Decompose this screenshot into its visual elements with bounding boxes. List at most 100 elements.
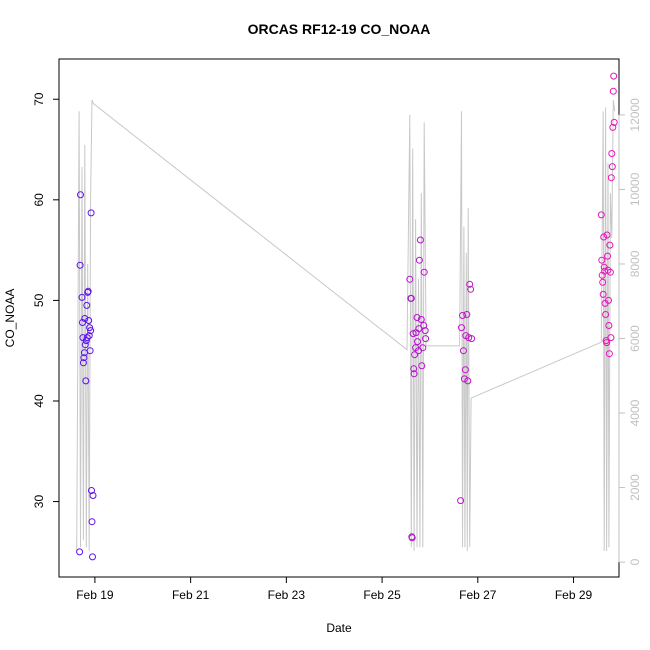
x-tick-label: Feb 21	[172, 588, 210, 602]
right-tick-label: 12000	[628, 98, 642, 132]
data-point	[84, 287, 92, 295]
data-point	[85, 317, 93, 324]
y-tick-label: 70	[32, 92, 46, 106]
x-tick-label: Feb 19	[76, 588, 114, 602]
altitude-line	[76, 99, 616, 551]
data-point	[599, 290, 607, 298]
y-tick-label: 50	[32, 293, 46, 307]
x-tick-label: Feb 27	[459, 588, 497, 602]
data-point	[410, 365, 418, 373]
data-point	[458, 324, 465, 332]
data-point	[88, 518, 96, 526]
data-point	[85, 332, 93, 340]
data-point	[415, 256, 423, 264]
y-axis-label: CO_NOAA	[3, 289, 17, 348]
y-tick-label: 60	[32, 193, 46, 207]
data-point	[76, 261, 84, 269]
data-point	[77, 191, 84, 199]
data-point	[420, 268, 428, 276]
data-point	[406, 275, 414, 283]
x-axis-label: Date	[326, 621, 352, 635]
x-tick-label: Feb 25	[363, 588, 401, 602]
data-point	[606, 268, 614, 276]
data-point	[83, 301, 91, 309]
data-point	[414, 338, 421, 346]
data-point	[88, 487, 95, 494]
data-point	[602, 311, 610, 318]
data-point	[87, 327, 95, 335]
data-point	[87, 209, 95, 217]
data-point	[598, 256, 606, 264]
data-point	[468, 335, 476, 343]
data-point	[81, 341, 89, 349]
right-tick-label: 0	[628, 558, 642, 565]
data-point	[76, 548, 84, 556]
data-point	[421, 327, 429, 335]
right-tick-label: 4000	[628, 399, 642, 426]
data-point	[605, 350, 613, 358]
data-point	[607, 174, 615, 182]
data-point	[415, 325, 423, 333]
right-tick-label: 8000	[628, 250, 642, 277]
data-point	[83, 334, 91, 342]
data-point	[464, 377, 472, 385]
right-tick-label: 10000	[628, 172, 642, 206]
data-point	[419, 344, 427, 352]
data-point	[409, 330, 417, 338]
data-point	[605, 322, 613, 329]
data-point	[418, 362, 426, 370]
y-tick-label: 30	[32, 495, 46, 509]
data-point	[81, 315, 89, 322]
data-point	[408, 534, 416, 542]
x-axis: Feb 19 Feb 21 Feb 23 Feb 25 Feb 27 Feb 29	[76, 576, 593, 602]
data-point	[79, 359, 87, 367]
data-point	[603, 231, 611, 239]
data-point	[82, 337, 90, 345]
data-point	[603, 339, 611, 347]
data-point	[465, 334, 473, 342]
data-point	[89, 492, 97, 499]
x-tick-label: Feb 23	[268, 588, 306, 602]
data-point	[610, 118, 618, 126]
data-point	[413, 314, 421, 321]
plot-box	[58, 58, 620, 578]
data-point	[80, 354, 88, 362]
data-point	[466, 280, 474, 288]
data-point	[459, 312, 466, 319]
right-axis: 0 2000 4000 6000 8000 10000 12000	[618, 98, 642, 565]
data-point	[607, 334, 615, 342]
data-point	[89, 553, 96, 561]
data-point	[605, 296, 612, 304]
y-axis: 30 40 50 60 70	[32, 92, 60, 509]
data-point	[604, 252, 611, 260]
points-layer	[76, 72, 618, 561]
data-point	[407, 294, 415, 302]
data-point	[460, 375, 468, 383]
data-point	[461, 366, 469, 374]
data-point	[82, 377, 90, 385]
data-point	[608, 150, 616, 157]
data-point	[609, 123, 617, 131]
data-point	[411, 351, 419, 359]
data-point	[416, 236, 424, 244]
data-point	[463, 311, 471, 318]
x-tick-label: Feb 29	[555, 588, 593, 602]
data-point	[467, 285, 475, 293]
data-point	[608, 163, 616, 171]
y-tick-label: 40	[32, 394, 46, 408]
data-point	[410, 370, 418, 378]
data-point	[422, 335, 430, 343]
right-tick-label: 2000	[628, 474, 642, 501]
data-point	[79, 319, 86, 326]
data-point	[417, 316, 425, 323]
data-point	[78, 293, 86, 301]
data-point	[597, 211, 605, 219]
data-point	[420, 322, 428, 329]
data-point	[86, 324, 94, 332]
chart-title: ORCAS RF12-19 CO_NOAA	[248, 21, 431, 37]
data-point	[86, 347, 94, 355]
data-point	[609, 87, 617, 95]
data-point	[599, 278, 607, 286]
data-point	[610, 72, 618, 80]
